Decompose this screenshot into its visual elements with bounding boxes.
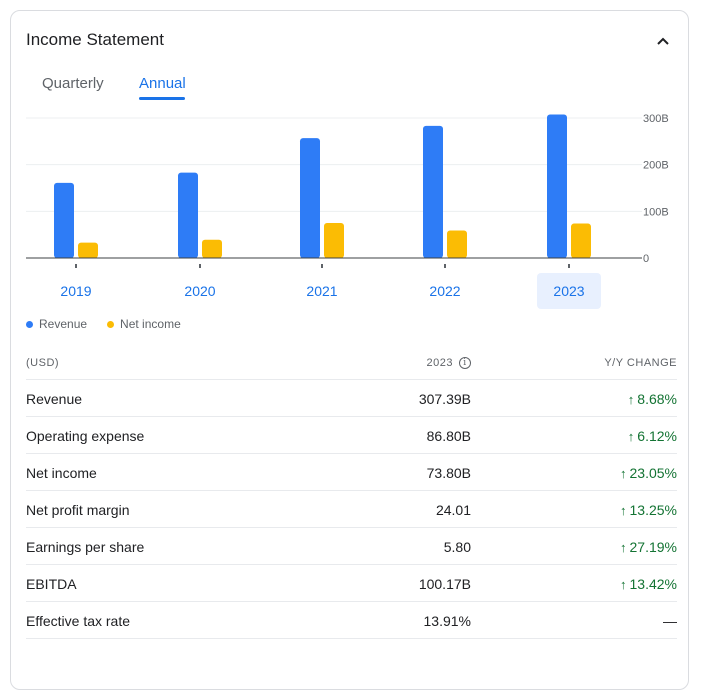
legend-label-net-income: Net income — [120, 317, 181, 331]
revenue-bar-2021 — [300, 138, 320, 258]
chevron-up-icon — [657, 37, 669, 45]
row-change: ↑ 27.19% — [620, 539, 677, 555]
change-value: 23.05% — [629, 465, 677, 481]
table-row: EBITDA 100.17B ↑ 13.42% — [26, 565, 677, 602]
year-header-label: 2023 — [426, 357, 453, 369]
change-value: 13.25% — [629, 502, 677, 518]
change-value: 27.19% — [629, 539, 677, 555]
table-body: Revenue 307.39B ↑ 8.68% Operating expense 86.… — [26, 380, 677, 639]
financials-table: (USD) 2023 i Y/Y CHANGE Revenue 307.39B ↑ 8… — [26, 347, 677, 639]
row-value: 13.91% — [423, 613, 471, 629]
year-header: 2023 i — [427, 357, 471, 369]
y-tick-label: 300B — [643, 113, 669, 125]
row-label: Operating expense — [26, 428, 145, 444]
change-value: — — [663, 613, 677, 629]
table-row: Operating expense 86.80B ↑ 6.12% — [26, 417, 677, 454]
currency-header: (USD) — [26, 357, 60, 369]
row-label: Revenue — [26, 391, 83, 407]
year-button-2019[interactable]: 2019 — [60, 283, 92, 299]
row-value: 24.01 — [435, 502, 471, 518]
row-change: ↑ 13.25% — [620, 502, 677, 518]
y-tick-label: 100B — [643, 206, 669, 218]
row-value: 100.17B — [418, 576, 471, 592]
revenue-bar-2023 — [547, 114, 567, 258]
table-row: Net profit margin 24.01 ↑ 13.25% — [26, 491, 677, 528]
row-label: Net income — [26, 465, 97, 481]
net-income-bar-2019 — [78, 242, 98, 258]
arrow-up-icon: ↑ — [627, 428, 635, 444]
row-change: ↑ 8.68% — [628, 391, 677, 407]
tab-quarterly[interactable]: Quarterly — [42, 75, 104, 92]
table-row: Effective tax rate 13.91% — — [26, 602, 677, 639]
net-income-bar-2020 — [202, 239, 222, 258]
table-header: (USD) 2023 i Y/Y CHANGE — [26, 347, 677, 380]
income-statement-card: Income Statement Quarterly Annual 0 100B 2… — [10, 10, 689, 690]
row-change: ↑ 23.05% — [620, 465, 677, 481]
chart-legend: Revenue Net income — [26, 317, 181, 331]
revenue-bar-2020 — [178, 172, 198, 258]
legend-item-net-income: Net income — [107, 317, 181, 331]
row-value: 73.80B — [426, 465, 471, 481]
year-button-2022[interactable]: 2022 — [429, 283, 461, 299]
info-icon[interactable]: i — [459, 357, 471, 369]
net-income-bar-2021 — [324, 223, 344, 258]
card-title: Income Statement — [26, 30, 164, 49]
net-income-legend-dot — [107, 320, 115, 328]
row-label: Net profit margin — [26, 502, 130, 518]
legend-item-revenue: Revenue — [26, 317, 87, 331]
row-label: Earnings per share — [26, 539, 145, 555]
revenue-bar-2022 — [423, 125, 443, 258]
change-value: 6.12% — [637, 428, 677, 444]
income-chart: 0 100B 200B 300B — [26, 113, 669, 268]
arrow-up-icon: ↑ — [620, 465, 627, 481]
row-value: 5.80 — [443, 539, 471, 555]
tab-annual[interactable]: Annual — [139, 75, 186, 92]
change-value: 13.42% — [629, 576, 677, 592]
arrow-up-icon: ↑ — [620, 502, 627, 518]
row-change: ↑ 13.42% — [620, 576, 677, 592]
year-button-2023[interactable]: 2023 — [537, 273, 601, 309]
table-row: Net income 73.80B ↑ 23.05% — [26, 454, 677, 491]
row-value: 307.39B — [418, 391, 471, 407]
change-value: 8.68% — [637, 391, 677, 407]
revenue-legend-dot — [26, 320, 33, 328]
row-label: EBITDA — [26, 576, 77, 592]
row-change: ↑ 6.12% — [628, 428, 677, 444]
arrow-up-icon: ↑ — [620, 539, 627, 555]
net-income-bar-2023 — [571, 223, 591, 258]
row-value: 86.80B — [426, 428, 471, 444]
active-tab-indicator — [139, 97, 185, 100]
row-label: Effective tax rate — [26, 613, 131, 629]
table-row: Revenue 307.39B ↑ 8.68% — [26, 380, 677, 417]
collapse-button[interactable] — [651, 31, 675, 51]
year-button-2021[interactable]: 2021 — [306, 283, 338, 299]
net-income-bar-2022 — [447, 230, 467, 258]
change-header: Y/Y CHANGE — [604, 357, 677, 369]
table-row: Earnings per share 5.80 ↑ 27.19% — [26, 528, 677, 565]
legend-label-revenue: Revenue — [39, 317, 88, 331]
y-tick-label: 0 — [643, 253, 649, 265]
arrow-up-icon: ↑ — [627, 391, 635, 407]
y-tick-label: 200B — [643, 160, 669, 172]
revenue-bar-2019 — [54, 182, 74, 258]
row-change: — — [663, 613, 677, 629]
arrow-up-icon: ↑ — [620, 576, 627, 592]
year-button-2020[interactable]: 2020 — [184, 283, 216, 299]
